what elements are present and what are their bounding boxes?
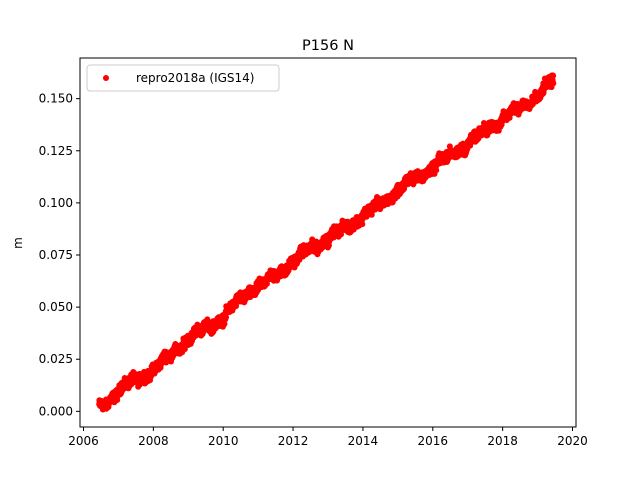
y-tick-label: 0.025 xyxy=(39,352,73,366)
x-tick-label: 2020 xyxy=(557,434,588,448)
data-point xyxy=(550,72,557,79)
x-tick-label: 2016 xyxy=(418,434,449,448)
legend-marker xyxy=(103,75,109,81)
data-point xyxy=(359,221,366,228)
y-tick-label: 0.050 xyxy=(39,300,73,314)
data-point xyxy=(221,320,228,327)
data-point xyxy=(263,280,270,287)
data-point xyxy=(223,314,230,321)
plot-frame xyxy=(79,57,577,428)
x-tick-label: 2008 xyxy=(138,434,169,448)
y-tick-label: 0.075 xyxy=(39,248,73,262)
y-axis: 0.000 0.025 0.050 0.075 0.100 0.125 0.150 xyxy=(39,92,80,418)
y-tick-label: 0.100 xyxy=(39,196,73,210)
data-point xyxy=(433,167,440,174)
legend-label: repro2018a (IGS14) xyxy=(136,71,254,85)
x-tick-label: 2014 xyxy=(348,434,379,448)
x-tick-label: 2018 xyxy=(487,434,518,448)
scatter-points xyxy=(96,72,557,413)
chart-title: P156 N xyxy=(302,38,354,54)
x-axis: 2006 2008 2010 2012 2014 2016 2018 2020 xyxy=(68,427,588,448)
y-axis-label: m xyxy=(11,237,25,249)
x-tick-label: 2006 xyxy=(68,434,99,448)
y-tick-label: 0.125 xyxy=(39,144,73,158)
x-tick-label: 2010 xyxy=(208,434,239,448)
y-tick-label: 0.000 xyxy=(39,404,73,418)
legend-box xyxy=(86,64,280,92)
data-point xyxy=(550,80,557,87)
y-tick-label: 0.150 xyxy=(39,92,73,106)
x-tick-label: 2012 xyxy=(278,434,309,448)
data-point xyxy=(368,211,375,218)
legend: repro2018a (IGS14) xyxy=(86,64,280,92)
